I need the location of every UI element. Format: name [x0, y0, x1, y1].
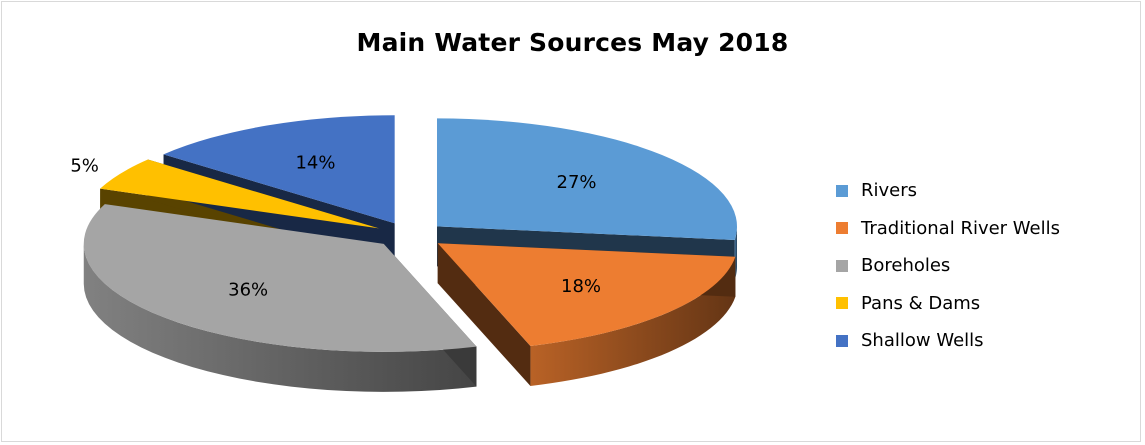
- slice-data-label: 36%: [228, 280, 268, 301]
- legend-item: Traditional River Wells: [836, 210, 1060, 248]
- slice-data-label: 18%: [561, 276, 601, 297]
- legend-label: Rivers: [861, 180, 918, 202]
- legend-swatch: [836, 259, 848, 272]
- pie-tops: [83, 115, 738, 352]
- legend-item: Pans & Dams: [836, 285, 1060, 323]
- legend-label: Boreholes: [861, 255, 951, 277]
- pie-slice: [437, 243, 736, 346]
- legend-swatch: [836, 334, 848, 347]
- legend: Rivers Traditional River Wells Boreholes…: [836, 172, 1060, 360]
- pie-slice: [83, 204, 477, 352]
- slice-outer-wall: [530, 256, 736, 386]
- pie-slice: [437, 118, 738, 240]
- legend-label: Shallow Wells: [861, 330, 984, 352]
- legend-swatch: [836, 222, 848, 235]
- legend-swatch: [836, 184, 848, 197]
- legend-swatch: [836, 297, 848, 310]
- legend-item: Shallow Wells: [836, 322, 1060, 360]
- legend-item: Rivers: [836, 172, 1060, 210]
- legend-label: Traditional River Wells: [861, 217, 1060, 239]
- pie-slice: [100, 159, 380, 229]
- slice-data-label: 27%: [557, 172, 597, 193]
- pie-slice: [163, 115, 395, 224]
- pie-labels: 27% 18% 36% 5% 14%: [70, 153, 601, 301]
- legend-label: Pans & Dams: [861, 292, 981, 314]
- slice-cut-wall: [437, 243, 531, 386]
- chart-title: Main Water Sources May 2018: [356, 28, 789, 57]
- slice-data-label: 5%: [70, 156, 99, 177]
- slice-data-label: 14%: [295, 153, 335, 174]
- slice-outer-wall: [83, 243, 477, 392]
- legend-item: Boreholes: [836, 247, 1060, 285]
